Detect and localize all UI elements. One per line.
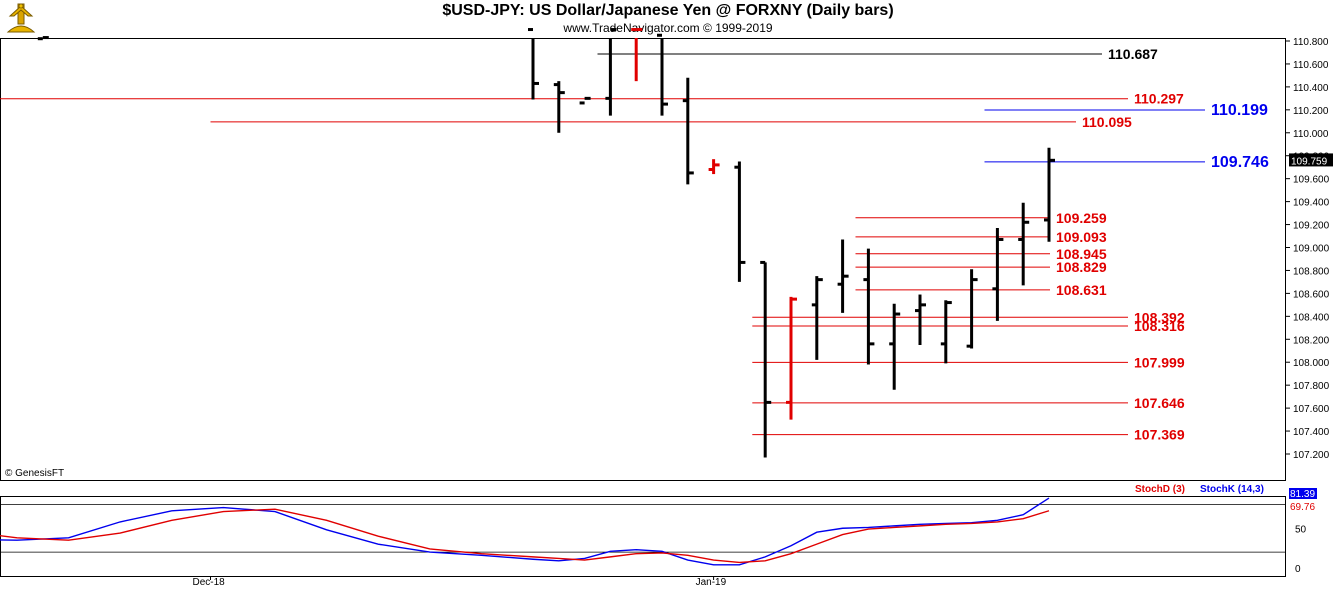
level-label: 110.199 [1211,102,1268,119]
ohlc-bar [940,300,952,364]
stoch-y-tick-label: 50 [1295,524,1307,535]
level-label: 107.646 [1134,395,1185,411]
y-tick-label: 109.600 [1293,175,1330,186]
chart-subtitle: www.TradeNavigator.com © 1999-2019 [563,21,773,35]
copyright-label: © GenesisFT [5,468,65,479]
level-label: 110.687 [1108,46,1158,62]
ohlc-bar [966,269,978,349]
ohlc-bar [889,303,901,390]
ohlc-bar [605,28,617,116]
y-tick-label: 110.000 [1293,129,1329,140]
level-label: 110.297 [1134,91,1184,107]
price-panel [0,38,1286,481]
y-tick-label: 108.600 [1293,289,1330,300]
ohlc-bar [786,296,797,420]
ohlc-bar [37,36,49,41]
legend-stochk: StochK (14,3) [1200,484,1264,495]
ohlc-bar [631,28,643,82]
level-label: 108.392 [1134,309,1185,325]
y-tick-label: 108.200 [1293,335,1330,346]
stochk-last-value: 81.39 [1290,489,1315,500]
chart-header: $USD-JPY: US Dollar/Japanese Yen @ FORXN… [0,0,1336,38]
x-tick-label: Dec-18 [193,577,226,588]
stoch-series-line [0,497,1050,566]
last-price-label: 109.759 [1291,156,1328,167]
y-tick-label: 109.200 [1293,221,1330,232]
ohlc-bar [863,248,875,365]
ohlc-bar [579,96,591,105]
y-tick-label: 108.800 [1293,266,1330,277]
ohlc-bar [657,33,668,116]
level-label: 108.316 [1134,318,1185,334]
y-tick-label: 110.200 [1293,106,1329,117]
ohlc-bar [915,294,926,346]
stoch-y-tick-label: 0 [1295,564,1301,575]
ohlc-bar [1044,147,1055,242]
level-label: 109.093 [1056,229,1107,245]
level-label: 108.829 [1056,259,1107,275]
ohlc-bar [760,260,772,458]
y-tick-label: 110.400 [1293,83,1329,94]
y-tick-label: 108.400 [1293,312,1330,323]
level-label: 107.999 [1134,354,1185,370]
last-price-box [1289,153,1333,167]
trade-navigator-logo-icon [6,3,36,33]
level-label: 109.746 [1211,154,1269,171]
y-tick-label: 110.800 [1293,37,1329,48]
ohlc-bar [992,227,1004,321]
ohlc-bar [708,159,720,175]
price-panel-border [0,38,1286,481]
y-tick-label: 110.600 [1293,60,1329,71]
level-label: 108.631 [1056,282,1107,298]
ohlc-bar [734,161,746,282]
stochastic-panel: StochD (3) StochK (14,3) 50 0 81.39 69.76 [0,484,1317,577]
y-tick-label: 107.400 [1293,427,1330,438]
price-y-axis: 110.800110.600110.400110.200110.000109.8… [1285,37,1333,461]
stochd-last-value: 69.76 [1290,502,1315,513]
level-label: 107.369 [1134,427,1185,443]
y-tick-label: 107.800 [1293,381,1330,392]
x-tick-label: Jan-19 [696,577,727,588]
ohlc-bar [837,239,849,313]
level-label: 108.945 [1056,246,1107,262]
date-x-axis: Dec-18 Jan-19 [0,576,1285,588]
y-tick-label: 109.000 [1293,244,1330,255]
ohlc-bar [528,28,539,100]
chart-title: $USD-JPY: US Dollar/Japanese Yen @ FORXN… [442,2,894,19]
level-label: 109.259 [1056,210,1107,226]
stoch-panel-border [0,496,1286,577]
ohlc-bar [553,81,565,133]
stoch-series-line [0,508,1050,564]
ohlc-bar [682,77,694,185]
legend-stochd: StochD (3) [1135,484,1185,495]
y-tick-label: 107.200 [1293,450,1330,461]
ohlc-bars [37,28,1055,458]
y-tick-label: 109.400 [1293,198,1330,209]
ohlc-bar [1018,202,1030,286]
ohlc-bar [811,276,823,360]
level-label: 110.095 [1082,114,1132,130]
y-tick-label: 107.600 [1293,404,1330,415]
stochk-last-box [1289,488,1317,499]
price-levels: 110.687 110.297 110.199 110.095 109.746 109.2… [0,46,1269,443]
y-tick-label: 108.000 [1293,358,1330,369]
